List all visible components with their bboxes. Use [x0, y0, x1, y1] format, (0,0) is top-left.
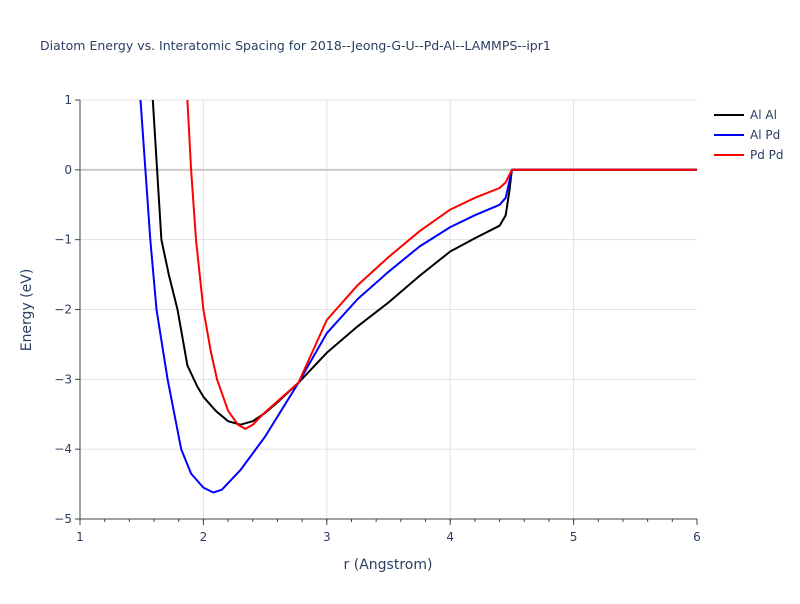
y-tick-label: 0 — [64, 163, 72, 177]
series-line-al-al — [151, 100, 697, 426]
x-tick-label: 4 — [446, 530, 454, 544]
legend: Al Al Al Pd Pd Pd — [714, 108, 784, 162]
legend-label: Al Pd — [750, 128, 780, 142]
gridlines — [80, 99, 697, 519]
series-line-al-pd — [139, 100, 697, 494]
legend-label: Al Al — [750, 108, 777, 122]
y-tick-label: 1 — [64, 93, 72, 107]
series-lines — [139, 100, 697, 494]
x-tick-label: 5 — [570, 530, 578, 544]
legend-label: Pd Pd — [750, 148, 784, 162]
x-tick-label: 2 — [200, 530, 208, 544]
x-tick-label: 6 — [693, 530, 701, 544]
chart-title: Diatom Energy vs. Interatomic Spacing fo… — [40, 38, 551, 53]
axes: 1 2 3 4 5 6 1 0 −1 −2 −3 −4 −5 — [54, 93, 701, 544]
x-tick-label: 3 — [323, 530, 331, 544]
y-tick-label: −4 — [54, 442, 72, 456]
x-tick-label: 1 — [76, 530, 84, 544]
series-line-pd-pd — [186, 100, 697, 430]
x-axis-label: r (Angstrom) — [344, 557, 433, 573]
y-tick-label: −2 — [54, 303, 72, 317]
y-tick-label: −3 — [54, 372, 72, 386]
y-axis-label: Energy (eV) — [19, 269, 35, 352]
y-tick-label: −5 — [54, 512, 72, 526]
y-tick-label: −1 — [54, 233, 72, 247]
